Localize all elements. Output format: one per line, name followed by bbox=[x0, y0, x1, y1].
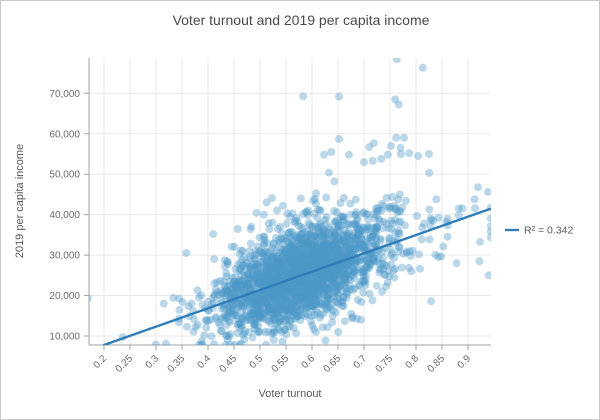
svg-text:70,000: 70,000 bbox=[49, 89, 80, 100]
svg-text:0.6: 0.6 bbox=[300, 353, 318, 371]
svg-text:50,000: 50,000 bbox=[49, 170, 80, 181]
svg-text:30,000: 30,000 bbox=[49, 251, 80, 262]
svg-text:0.8: 0.8 bbox=[404, 353, 422, 371]
svg-text:0.7: 0.7 bbox=[352, 353, 370, 371]
tick-marks bbox=[84, 92, 469, 350]
svg-text:60,000: 60,000 bbox=[49, 129, 80, 140]
y-axis-tick-labels: 10,000 20,000 30,000 40,000 50,000 60,000 70,0… bbox=[49, 89, 80, 343]
svg-text:20,000: 20,000 bbox=[49, 291, 80, 302]
trend-line bbox=[102, 207, 491, 345]
chart-title: Voter turnout and 2019 per capita income bbox=[173, 12, 430, 28]
x-axis-title: Voter turnout bbox=[259, 388, 322, 400]
svg-text:0.25: 0.25 bbox=[114, 353, 136, 375]
scatter-points bbox=[89, 58, 491, 345]
svg-text:0.75: 0.75 bbox=[374, 353, 396, 375]
svg-text:0.85: 0.85 bbox=[426, 353, 448, 375]
svg-text:0.45: 0.45 bbox=[218, 353, 240, 375]
svg-text:0.9: 0.9 bbox=[456, 353, 474, 371]
svg-text:40,000: 40,000 bbox=[49, 210, 80, 221]
svg-text:0.5: 0.5 bbox=[248, 353, 266, 371]
x-axis-tick-labels: 0.2 0.25 0.3 0.35 0.4 0.45 0.5 0.55 0.6 0.65 0.7 0.… bbox=[92, 353, 474, 375]
svg-text:10,000: 10,000 bbox=[49, 332, 80, 343]
svg-text:0.2: 0.2 bbox=[92, 353, 110, 371]
svg-text:0.4: 0.4 bbox=[196, 353, 214, 371]
y-axis-title: 2019 per capita income bbox=[14, 144, 26, 258]
svg-text:0.65: 0.65 bbox=[322, 353, 344, 375]
svg-text:0.35: 0.35 bbox=[166, 353, 188, 375]
svg-text:0.55: 0.55 bbox=[270, 353, 292, 375]
legend-item[interactable]: R² = 0.342 bbox=[505, 225, 573, 237]
svg-text:0.3: 0.3 bbox=[144, 353, 162, 371]
gridlines bbox=[89, 58, 491, 345]
legend-label: R² = 0.342 bbox=[524, 225, 573, 237]
